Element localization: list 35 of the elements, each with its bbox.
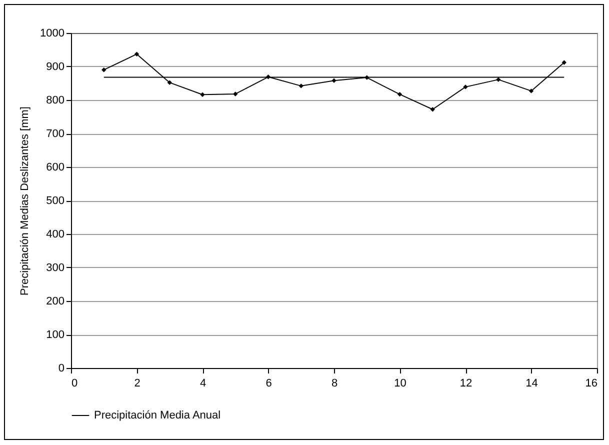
x-tick-label: 0 [72, 378, 78, 390]
x-tick-label: 10 [394, 378, 406, 390]
y-tick-label: 400 [46, 228, 64, 240]
point [134, 52, 140, 56]
point [528, 88, 534, 94]
point [167, 80, 172, 85]
x-tick-label: 8 [331, 378, 338, 390]
point [233, 92, 238, 96]
x-tick-label: 12 [460, 378, 472, 390]
point [102, 68, 106, 72]
x-tick-label: 4 [200, 378, 206, 390]
y-tick-label: 800 [46, 94, 64, 106]
point [332, 78, 336, 83]
y-tick-label: 1000 [40, 28, 64, 40]
point [298, 84, 304, 88]
point [200, 92, 205, 97]
y-tick-label: 200 [46, 296, 64, 308]
x-tick-label: 16 [585, 378, 598, 390]
point [463, 84, 468, 90]
y-tick-label: 100 [46, 329, 64, 341]
y-tick-label: 600 [46, 162, 64, 174]
y-axis-title: Precipitación Medias Deslizantes [mm] [19, 106, 32, 296]
point [430, 107, 435, 112]
point [496, 77, 501, 82]
x-tick-label: 6 [266, 378, 272, 390]
y-tick-label: 500 [46, 195, 64, 207]
legend-label: Precipitación Media Anual [94, 410, 221, 422]
point [562, 60, 566, 65]
point [397, 92, 402, 97]
y-tick-label: 700 [46, 128, 64, 140]
y-tick-label: 900 [46, 61, 64, 73]
y-tick-label: 0 [58, 362, 64, 374]
y-tick-label: 300 [46, 262, 64, 274]
x-tick-label: 14 [526, 378, 538, 390]
x-tick-label: 2 [134, 378, 140, 390]
